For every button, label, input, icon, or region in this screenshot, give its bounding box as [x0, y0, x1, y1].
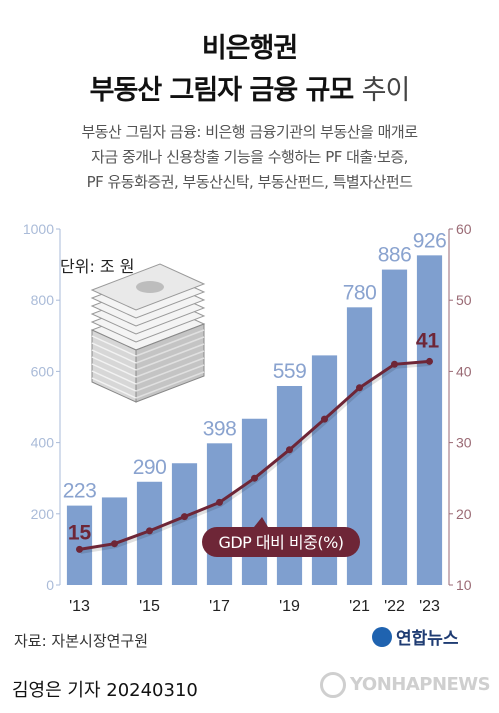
right-tick-label: 30	[456, 435, 472, 451]
bar	[171, 463, 198, 585]
chart-area: 0 200 400 600 800 1000 10 20 30 40 50 60 223 290 398 55…	[23, 221, 472, 615]
bar	[66, 505, 93, 585]
line-point	[216, 498, 223, 506]
bar-label: 780	[343, 281, 377, 304]
line-point	[76, 545, 83, 553]
unit-label: 단위: 조 원	[60, 257, 135, 276]
left-tick-label: 0	[46, 577, 54, 593]
legend-callout	[202, 527, 360, 557]
line-point	[286, 446, 293, 454]
description-line-2: 자금 중개나 신용창출 기능을 수행하는 PF 대출·보증,	[91, 148, 408, 166]
bar-label: 559	[273, 360, 307, 383]
bar-label: 886	[378, 244, 412, 267]
line-point	[356, 384, 363, 392]
left-tick-label: 200	[31, 506, 55, 522]
chart-title-light: 추이	[361, 75, 411, 106]
bar	[416, 255, 443, 585]
byline: 김영은 기자 20240310	[12, 680, 198, 701]
bar	[381, 269, 408, 585]
x-tick-label: '21	[349, 598, 370, 615]
bar	[206, 443, 233, 585]
agency-watermark-text: YONHAPNEWS	[350, 674, 491, 695]
x-tick-label: '15	[139, 598, 160, 615]
source-note: 자료: 자본시장연구원	[14, 632, 149, 650]
line-point	[146, 527, 153, 535]
description-line-1: 부동산 그림자 금융: 비은행 금융기관의 부동산을 매개로	[81, 123, 418, 141]
x-tick-label: '23	[419, 598, 440, 615]
bar-label: 290	[133, 456, 167, 479]
bar-label: 926	[413, 229, 447, 252]
line-point	[426, 357, 433, 365]
description: 부동산 그림자 금융: 비은행 금융기관의 부동산을 매개로 자금 중개나 신용…	[0, 120, 499, 195]
line-label: 41	[416, 329, 440, 352]
legend-label-gdp-ratio: GDP 대비 비중(%)	[218, 533, 343, 552]
legend-callout-pointer	[254, 517, 268, 527]
right-tick-label: 20	[456, 506, 472, 522]
line-point	[111, 540, 118, 548]
money-stack-icon	[90, 263, 206, 403]
description-line-3: PF 유동화증권, 부동산신탁, 부동산펀드, 특별자산펀드	[86, 173, 413, 191]
yonhap-logo-text: 연합뉴스	[396, 629, 459, 649]
right-tick-label: 10	[456, 577, 472, 593]
yonhap-logo-icon	[372, 627, 392, 647]
x-tick-label: '22	[384, 598, 405, 615]
yonhap-logo: 연합뉴스	[372, 624, 459, 649]
line-point	[181, 513, 188, 521]
x-tick-label: '19	[279, 598, 300, 615]
left-tick-label: 400	[31, 435, 55, 451]
line-point	[321, 415, 328, 423]
bar-label: 223	[63, 480, 97, 503]
right-tick-label: 50	[456, 292, 472, 308]
bar	[241, 418, 268, 585]
left-tick-label: 800	[31, 292, 55, 308]
left-tick-label: 1000	[23, 221, 54, 237]
agency-watermark: YONHAPNEWS	[320, 672, 491, 698]
agency-logo-icon	[320, 672, 346, 698]
line-point	[391, 360, 398, 368]
chart-title-bold: 부동산 그림자 금융 규모	[89, 75, 355, 106]
line-label: 15	[68, 521, 92, 544]
bar-label: 398	[203, 417, 237, 440]
x-tick-label: '17	[209, 598, 230, 615]
chart-title-line2: 부동산 그림자 금융 규모 추이	[0, 68, 499, 107]
line-point	[251, 474, 258, 482]
right-tick-label: 40	[456, 363, 472, 379]
left-tick-label: 600	[31, 363, 55, 379]
right-tick-label: 60	[456, 221, 472, 237]
footer	[0, 664, 499, 713]
chart-title-line1: 비은행권	[201, 33, 298, 64]
x-tick-label: '13	[69, 598, 90, 615]
